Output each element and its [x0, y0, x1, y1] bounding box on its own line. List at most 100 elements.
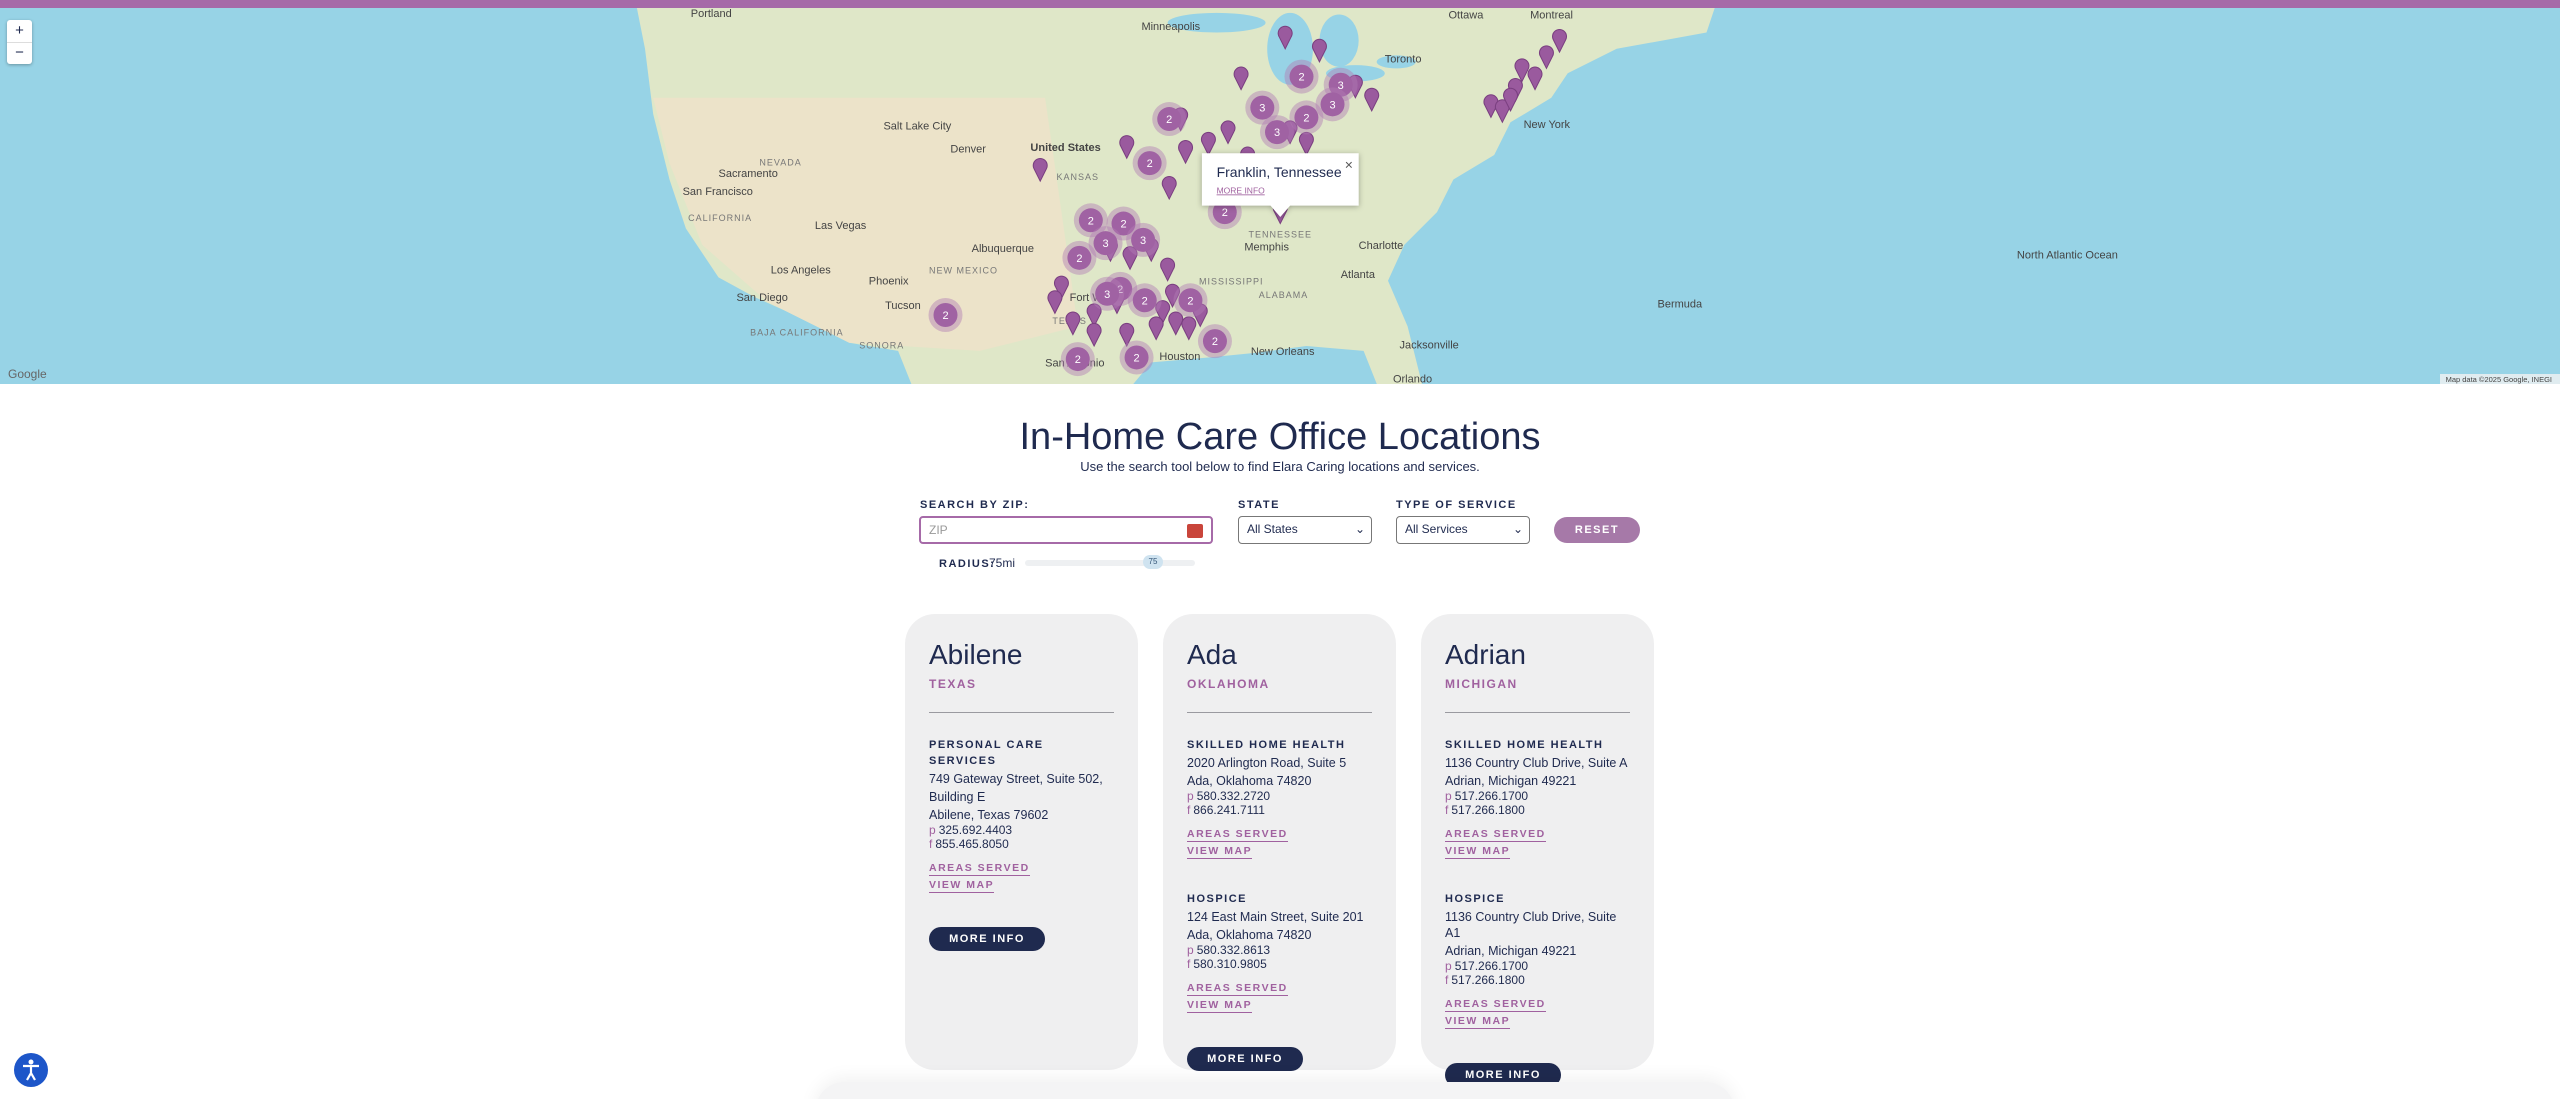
map-city-label: Atlanta — [1341, 269, 1376, 281]
map-city-label: North Atlantic Ocean — [2017, 250, 2118, 262]
map-city-label: Tucson — [885, 300, 921, 312]
zoom-in[interactable]: + — [15, 22, 24, 39]
cluster[interactable] — [1132, 288, 1157, 313]
map-city-label: Toronto — [1385, 54, 1422, 66]
cluster[interactable] — [1320, 92, 1345, 117]
cluster[interactable] — [1178, 288, 1203, 313]
link[interactable]: VIEW MAP — [929, 879, 995, 893]
locate-icon[interactable] — [1187, 524, 1203, 538]
accessibility-button[interactable] — [14, 1053, 48, 1087]
cluster[interactable] — [1294, 105, 1319, 130]
map-state-label: BAJA CALIFORNIA — [750, 327, 844, 337]
map-city-label: Las Vegas — [815, 220, 867, 232]
accessibility-icon — [23, 1059, 39, 1081]
top-bar — [0, 0, 2560, 8]
cluster[interactable] — [1328, 72, 1353, 97]
cluster[interactable] — [1093, 231, 1118, 256]
service-type: HOSPICE — [1187, 893, 1248, 905]
map-city-label: Sacramento — [719, 168, 778, 180]
popup-close[interactable]: × — [1345, 157, 1353, 173]
service-select[interactable]: All Services ⌄ — [1396, 516, 1530, 544]
phone-number: 517.266.1700 — [1454, 789, 1529, 803]
map-city-label: Charlotte — [1359, 240, 1404, 252]
cluster[interactable] — [1078, 208, 1103, 233]
reset-button[interactable]: RESET — [1554, 517, 1640, 543]
map-city-label: Bermuda — [1657, 299, 1703, 311]
fax-label: f — [1445, 803, 1449, 817]
chevron: ⌄ — [1354, 522, 1365, 536]
map-city-label: Houston — [1159, 351, 1200, 363]
popup-link[interactable]: MORE INFO — [1217, 185, 1266, 195]
link[interactable]: VIEW MAP — [1445, 845, 1511, 859]
link[interactable]: AREAS SERVED — [1187, 828, 1288, 842]
cluster-count: 2 — [1212, 336, 1218, 348]
cluster-count: 2 — [1298, 72, 1304, 84]
map-pin — [1538, 45, 1554, 70]
cluster[interactable] — [1131, 227, 1156, 252]
map-pin — [1220, 120, 1236, 145]
cluster[interactable] — [1265, 120, 1290, 145]
divider — [1187, 712, 1372, 713]
radius-slider[interactable] — [1025, 560, 1195, 566]
map-pin — [1086, 322, 1102, 348]
address-line: 1136 Country Club Drive, Suite A — [1445, 756, 1628, 770]
more-info-button[interactable]: MORE INFO — [929, 927, 1045, 951]
link[interactable]: VIEW MAP — [1187, 999, 1253, 1013]
cluster[interactable] — [1124, 345, 1149, 370]
cluster[interactable] — [1250, 95, 1275, 120]
phone: p 580.332.8613 — [1187, 943, 1372, 957]
state-select[interactable]: All States ⌄ — [1238, 516, 1372, 544]
zoom-out[interactable]: − — [7, 42, 32, 65]
cluster[interactable] — [1137, 151, 1162, 176]
map-pin — [1233, 66, 1249, 91]
map-pin — [1277, 25, 1293, 50]
phone: p 517.266.1700 — [1445, 959, 1630, 973]
map-pin — [1181, 316, 1197, 341]
map-city-label: Denver — [950, 143, 986, 155]
link[interactable]: AREAS SERVED — [929, 862, 1030, 876]
next-row — [815, 1082, 1735, 1099]
cluster-count: 2 — [1187, 295, 1193, 307]
fax: f 866.241.7111 — [1187, 803, 1372, 817]
cluster[interactable] — [1065, 347, 1090, 372]
map-pin — [1065, 311, 1081, 336]
link[interactable]: VIEW MAP — [1445, 1015, 1511, 1029]
address-line: Adrian, Michigan 49221 — [1445, 774, 1577, 788]
slider-thumb[interactable]: 75 — [1143, 555, 1163, 569]
map[interactable]: Portland Minneapolis Ottawa Montreal Toronto… — [0, 8, 2560, 384]
map-pin — [1053, 275, 1069, 300]
cluster[interactable] — [1157, 107, 1182, 132]
address-line: Abilene, Texas 79602 — [929, 808, 1049, 822]
service-value: All Services — [1405, 522, 1468, 536]
cluster[interactable] — [1289, 64, 1314, 89]
map-state-label: NEW MEXICO — [929, 265, 998, 275]
cluster-count: 2 — [942, 310, 948, 322]
more-info-button[interactable]: MORE INFO — [1187, 1047, 1303, 1071]
page-subtitle: Use the search tool below to find Elara … — [1080, 459, 1480, 474]
fax-label: f — [929, 837, 933, 851]
fax-label: f — [1187, 957, 1191, 971]
link[interactable]: AREAS SERVED — [1445, 828, 1546, 842]
cluster[interactable] — [1202, 329, 1227, 354]
cluster-count: 2 — [1117, 284, 1123, 296]
map-pin — [1032, 157, 1048, 183]
cluster[interactable] — [1111, 211, 1136, 236]
cluster[interactable] — [933, 303, 958, 328]
cluster[interactable] — [1067, 245, 1092, 270]
fax-label: f — [1187, 803, 1191, 817]
lake-superior — [1167, 12, 1266, 33]
link[interactable]: VIEW MAP — [1187, 845, 1253, 859]
divider — [1445, 712, 1630, 713]
map-city-label: New Orleans — [1251, 346, 1315, 358]
cluster[interactable] — [1095, 281, 1120, 306]
links: AREAS SERVED VIEW MAP — [1445, 825, 1630, 859]
location-card: Adrian MICHIGAN SKILLED HOME HEALTH 1136 Co… — [1421, 614, 1654, 1087]
cluster[interactable] — [1212, 200, 1237, 225]
fax-number: 866.241.7111 — [1193, 803, 1265, 817]
link[interactable]: AREAS SERVED — [1445, 998, 1546, 1012]
link[interactable]: AREAS SERVED — [1187, 982, 1288, 996]
fax-number: 517.266.1800 — [1451, 803, 1525, 817]
fax-label: f — [1445, 973, 1449, 987]
zip-input[interactable]: ZIP — [919, 516, 1213, 544]
map-pin — [1200, 131, 1216, 157]
